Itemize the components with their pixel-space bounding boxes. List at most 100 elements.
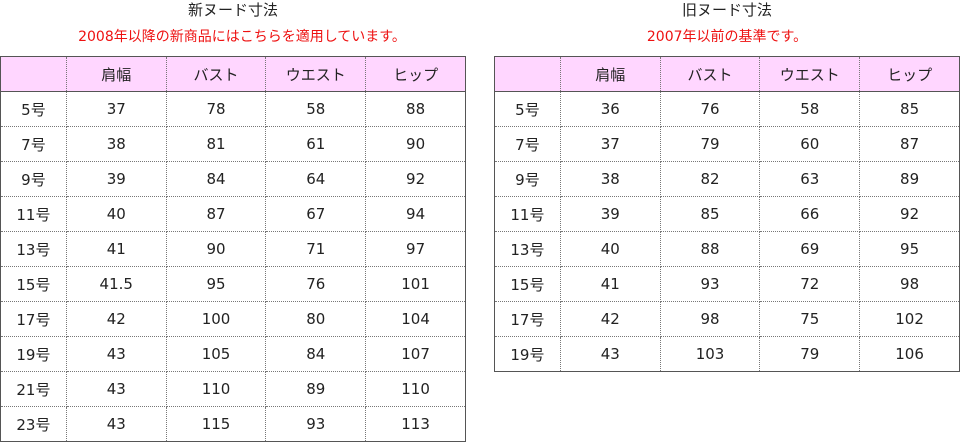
bust-cell: 79 (660, 126, 761, 162)
bust-cell: 115 (166, 406, 267, 442)
hip-cell: 92 (859, 196, 960, 232)
column-header-waist: ウエスト (759, 56, 861, 92)
column-header-waist: ウエスト (265, 56, 367, 92)
old-table-note: 2007年以前の基準です。 (646, 29, 808, 45)
hip-cell: 104 (365, 301, 466, 337)
shoulder-cell: 41 (66, 231, 167, 267)
column-header-bust: バスト (660, 56, 761, 92)
hip-cell: 89 (859, 161, 960, 197)
table-row: 13号 41 90 71 97 (0, 231, 466, 267)
shoulder-cell: 43 (66, 336, 167, 372)
table-row: 5号 37 78 58 88 (0, 91, 466, 127)
old-table-title: 旧ヌード寸法 (681, 1, 772, 19)
size-label-cell: 11号 (494, 196, 561, 232)
bust-cell: 105 (166, 336, 267, 372)
bust-cell: 87 (166, 196, 267, 232)
hip-cell: 95 (859, 231, 960, 267)
old-size-table: 肩幅 バスト ウエスト ヒップ 5号 36 76 58 85 7号 37 79 60 87 9号 38 82 6… (494, 56, 960, 372)
hip-cell: 94 (365, 196, 466, 232)
table-row: 11号 39 85 66 92 (494, 196, 960, 232)
hip-cell: 101 (365, 266, 466, 302)
size-label-cell: 9号 (0, 161, 67, 197)
bust-cell: 93 (660, 266, 761, 302)
bust-cell: 78 (166, 91, 267, 127)
waist-cell: 79 (759, 336, 861, 372)
table-row: 9号 39 84 64 92 (0, 161, 466, 197)
size-label-cell: 15号 (494, 266, 561, 302)
bust-cell: 88 (660, 231, 761, 267)
shoulder-cell: 42 (560, 301, 661, 337)
table-row: 5号 36 76 58 85 (494, 91, 960, 127)
hip-cell: 92 (365, 161, 466, 197)
table-row: 23号 43 115 93 113 (0, 406, 466, 442)
bust-cell: 81 (166, 126, 267, 162)
size-label-cell: 17号 (494, 301, 561, 337)
size-label-cell: 19号 (494, 336, 561, 372)
hip-cell: 110 (365, 371, 466, 407)
waist-cell: 66 (759, 196, 861, 232)
table-row: 17号 42 98 75 102 (494, 301, 960, 337)
new-table-title: 新ヌード寸法 (187, 1, 278, 19)
waist-cell: 63 (759, 161, 861, 197)
bust-cell: 95 (166, 266, 267, 302)
bust-cell: 85 (660, 196, 761, 232)
size-label-cell: 9号 (494, 161, 561, 197)
bust-cell: 110 (166, 371, 267, 407)
table-row: 21号 43 110 89 110 (0, 371, 466, 407)
shoulder-cell: 41.5 (66, 266, 167, 302)
waist-cell: 93 (265, 406, 367, 442)
shoulder-cell: 43 (66, 406, 167, 442)
column-header-hip: ヒップ (859, 56, 960, 92)
hip-cell: 107 (365, 336, 466, 372)
hip-cell: 98 (859, 266, 960, 302)
table-row: 7号 37 79 60 87 (494, 126, 960, 162)
column-header-size (0, 56, 67, 92)
size-label-cell: 7号 (494, 126, 561, 162)
waist-cell: 64 (265, 161, 367, 197)
column-header-hip: ヒップ (365, 56, 466, 92)
shoulder-cell: 40 (66, 196, 167, 232)
waist-cell: 75 (759, 301, 861, 337)
new-size-table: 肩幅 バスト ウエスト ヒップ 5号 37 78 58 88 7号 38 81 61 90 9号 39 84 6… (0, 56, 466, 442)
old-size-panel: 旧ヌード寸法 2007年以前の基準です。 肩幅 バスト ウエスト ヒップ 5号 36 76… (494, 0, 960, 372)
waist-cell: 76 (265, 266, 367, 302)
table-header-row: 肩幅 バスト ウエスト ヒップ (0, 56, 466, 92)
size-label-cell: 7号 (0, 126, 67, 162)
table-row: 9号 38 82 63 89 (494, 161, 960, 197)
size-label-cell: 17号 (0, 301, 67, 337)
hip-cell: 106 (859, 336, 960, 372)
size-label-cell: 13号 (494, 231, 561, 267)
waist-cell: 60 (759, 126, 861, 162)
size-label-cell: 5号 (0, 91, 67, 127)
table-row: 7号 38 81 61 90 (0, 126, 466, 162)
shoulder-cell: 39 (66, 161, 167, 197)
hip-cell: 113 (365, 406, 466, 442)
waist-cell: 67 (265, 196, 367, 232)
shoulder-cell: 40 (560, 231, 661, 267)
shoulder-cell: 36 (560, 91, 661, 127)
hip-cell: 102 (859, 301, 960, 337)
hip-cell: 85 (859, 91, 960, 127)
table-header-row: 肩幅 バスト ウエスト ヒップ (494, 56, 960, 92)
shoulder-cell: 43 (66, 371, 167, 407)
hip-cell: 88 (365, 91, 466, 127)
waist-cell: 69 (759, 231, 861, 267)
table-row: 19号 43 105 84 107 (0, 336, 466, 372)
bust-cell: 76 (660, 91, 761, 127)
hip-cell: 87 (859, 126, 960, 162)
table-row: 15号 41 93 72 98 (494, 266, 960, 302)
column-header-shoulder: 肩幅 (66, 56, 167, 92)
size-label-cell: 11号 (0, 196, 67, 232)
size-label-cell: 19号 (0, 336, 67, 372)
new-size-panel: 新ヌード寸法 2008年以降の新商品にはこちらを適用しています。 肩幅 バスト ウエ… (0, 0, 466, 442)
shoulder-cell: 42 (66, 301, 167, 337)
waist-cell: 72 (759, 266, 861, 302)
bust-cell: 82 (660, 161, 761, 197)
shoulder-cell: 38 (560, 161, 661, 197)
waist-cell: 58 (759, 91, 861, 127)
waist-cell: 89 (265, 371, 367, 407)
size-label-cell: 21号 (0, 371, 67, 407)
new-table-note: 2008年以降の新商品にはこちらを適用しています。 (78, 29, 406, 45)
waist-cell: 84 (265, 336, 367, 372)
shoulder-cell: 39 (560, 196, 661, 232)
